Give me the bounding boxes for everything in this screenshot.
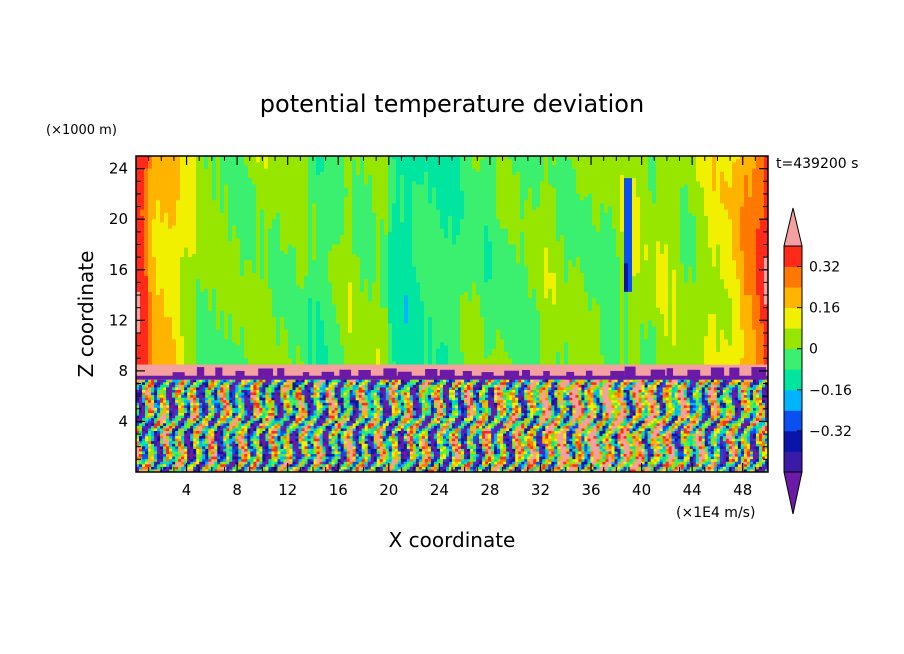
colorbar-tick-label: 0.16 (809, 301, 840, 317)
colorbar-bin (784, 266, 802, 288)
colorbar-bin (784, 389, 802, 411)
x-tick-label: 48 (733, 481, 752, 499)
x-unit-label: (×1E4 m/s) (676, 505, 755, 521)
chart-title: potential temperature deviation (260, 90, 644, 118)
x-tick-label: 12 (278, 481, 297, 499)
contour-field (136, 156, 768, 472)
x-tick-label: 8 (232, 481, 242, 499)
x-tick-label: 24 (430, 481, 449, 499)
colorbar: 0.32 0.16 0 −0.16 −0.32 (783, 207, 852, 515)
y-tick-label: 24 (109, 160, 128, 178)
y-tick-label: 12 (109, 311, 128, 329)
time-label: t=439200 s (776, 156, 858, 172)
x-axis: 4 8 12 16 20 24 28 32 36 40 44 48 (148, 156, 756, 499)
colorbar-over-arrow (783, 207, 803, 247)
x-tick-label: 36 (581, 481, 600, 499)
colorbar-tick-label: 0.32 (809, 260, 840, 276)
colorbar-bin (784, 369, 802, 391)
y-axis-label: Z coordinate (74, 251, 98, 378)
colorbar-tick-label: 0 (809, 342, 818, 358)
colorbar-under-arrow (783, 471, 803, 515)
y-tick-label: 8 (118, 362, 128, 380)
colorbar-bin (784, 430, 802, 452)
colorbar-bin (784, 307, 802, 329)
x-tick-label: 20 (379, 481, 398, 499)
x-tick-label: 40 (632, 481, 651, 499)
colorbar-bin (784, 410, 802, 432)
x-tick-label: 16 (329, 481, 348, 499)
x-tick-label: 4 (182, 481, 192, 499)
x-axis-label: X coordinate (389, 528, 516, 552)
colorbar-bin (784, 328, 802, 350)
colorbar-bin (784, 451, 802, 473)
x-tick-label: 32 (531, 481, 550, 499)
y-axis: 4 8 12 16 20 24 (109, 160, 768, 460)
x-tick-label: 44 (683, 481, 702, 499)
colorbar-bin (784, 246, 802, 267)
colorbar-frame (783, 245, 803, 473)
y-tick-label: 16 (109, 261, 128, 279)
y-tick-label: 20 (109, 210, 128, 228)
y-tick-label: 4 (118, 412, 128, 430)
colorbar-tick-label: −0.16 (809, 383, 852, 399)
y-unit-label: (×1000 m) (46, 123, 117, 138)
x-tick-label: 28 (480, 481, 499, 499)
colorbar-bin (784, 348, 802, 370)
colorbar-tick-label: −0.32 (809, 424, 852, 440)
colorbar-bin (784, 287, 802, 309)
